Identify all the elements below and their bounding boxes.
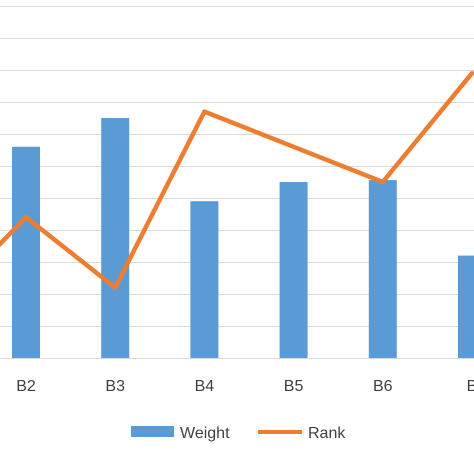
weight-bar xyxy=(458,255,474,358)
weight-bar xyxy=(101,118,130,358)
x-tick-label: B5 xyxy=(284,378,304,395)
x-tick-label: B2 xyxy=(16,378,36,395)
x-tick-label: B4 xyxy=(195,378,215,395)
rank-line-path xyxy=(0,70,474,290)
legend-rank-label: Rank xyxy=(308,425,346,442)
x-tick-labels: B2 B3 B4 B5 B6 B xyxy=(16,378,474,395)
rank-line xyxy=(0,70,474,290)
weight-bar xyxy=(190,201,219,358)
weight-bars xyxy=(12,118,474,358)
legend-weight-label: Weight xyxy=(180,425,230,442)
legend: Weight Rank xyxy=(131,425,346,442)
weight-bar xyxy=(12,146,40,358)
x-tick-label: B6 xyxy=(373,378,393,395)
x-tick-label: B xyxy=(467,378,474,395)
x-tick-label: B3 xyxy=(105,378,125,395)
legend-weight-swatch xyxy=(131,426,174,437)
weight-bar xyxy=(368,180,397,358)
weight-bar xyxy=(279,182,308,358)
gridlines xyxy=(0,6,474,327)
